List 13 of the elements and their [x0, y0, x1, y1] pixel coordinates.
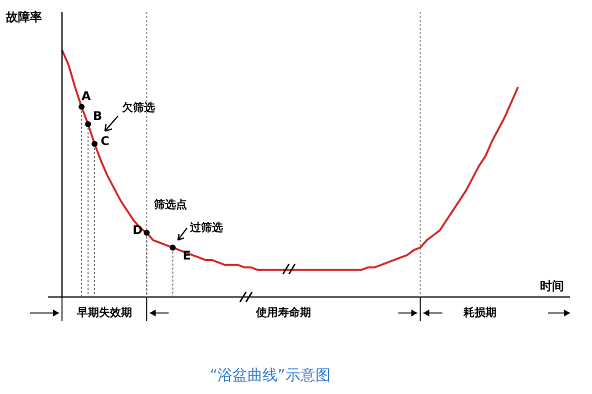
- text: 早期失效期: [76, 306, 132, 319]
- y-axis-title: 故障率: [5, 10, 42, 24]
- text: 耗损期: [462, 306, 497, 319]
- text: 使用寿命期: [254, 306, 311, 319]
- annotation: 筛选点: [153, 198, 187, 211]
- x-axis-title: 时间: [540, 279, 564, 294]
- annotation: B: [93, 109, 102, 124]
- text: “浴盆曲线”示意图: [210, 366, 330, 384]
- annotation: C: [100, 134, 110, 148]
- annotation: 欠筛选: [121, 100, 155, 114]
- annotation: 过筛选: [189, 220, 223, 234]
- annotation: A: [82, 88, 92, 103]
- annotation: D: [132, 222, 143, 237]
